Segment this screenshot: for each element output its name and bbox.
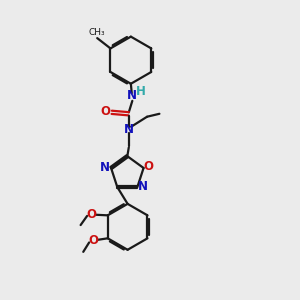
- Text: N: N: [138, 180, 148, 193]
- Text: N: N: [124, 123, 134, 136]
- Text: O: O: [86, 208, 96, 221]
- Text: O: O: [88, 234, 98, 247]
- Text: N: N: [127, 89, 137, 102]
- Text: O: O: [100, 105, 110, 118]
- Text: CH₃: CH₃: [88, 28, 105, 37]
- Text: H: H: [136, 85, 146, 98]
- Text: O: O: [144, 160, 154, 173]
- Text: N: N: [100, 161, 110, 174]
